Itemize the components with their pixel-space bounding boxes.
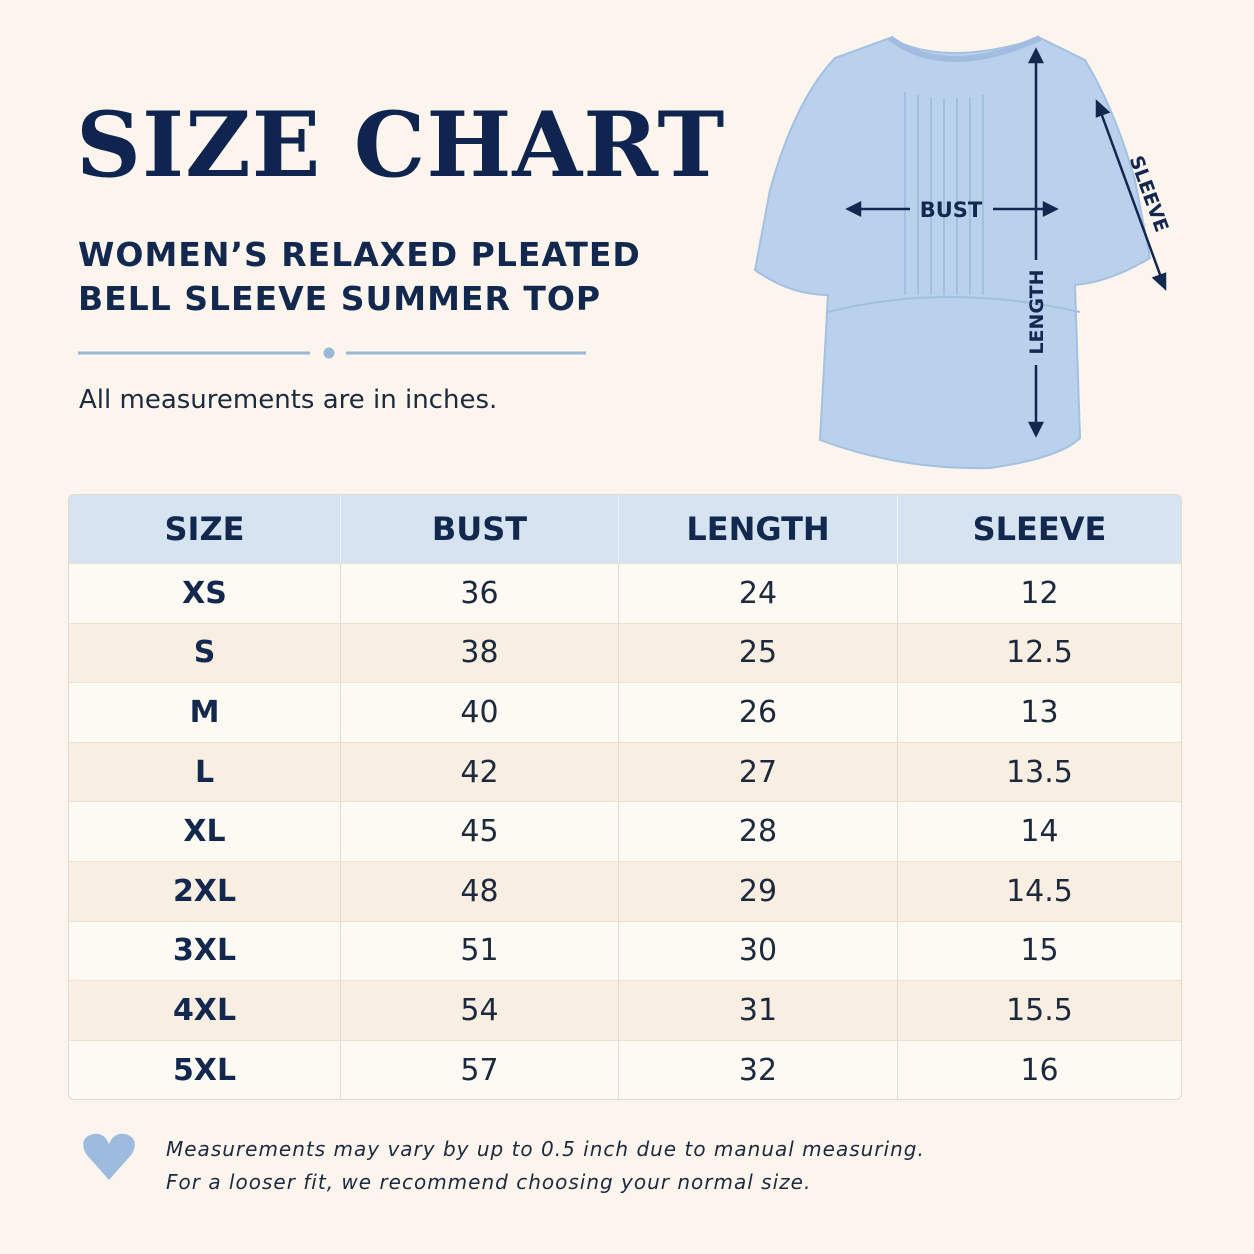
value-cell: 15.5 (898, 980, 1181, 1040)
value-cell: 12.5 (898, 622, 1181, 683)
value-cell: 31 (619, 980, 898, 1040)
value-cell: 13 (898, 682, 1181, 742)
size-cell: XS (69, 563, 341, 623)
table-row: 3XL 51 30 15 (69, 920, 1181, 981)
value-cell: 36 (341, 563, 619, 623)
column-header: LENGTH (619, 495, 898, 563)
value-cell: 15 (898, 920, 1181, 981)
bust-label: BUST (920, 198, 983, 222)
value-cell: 54 (341, 980, 619, 1040)
column-header: SLEEVE (898, 495, 1181, 563)
table-row: 2XL 48 29 14.5 (69, 860, 1181, 921)
subtitle-line: WOMEN’S RELAXED PLEATED (78, 235, 641, 274)
heart-icon (83, 1133, 135, 1180)
subtitle-line: BELL SLEEVE SUMMER TOP (78, 279, 602, 318)
table-row: L 42 27 13.5 (69, 741, 1181, 802)
value-cell: 14.5 (898, 860, 1181, 921)
size-cell: S (69, 622, 341, 683)
value-cell: 51 (341, 920, 619, 981)
shirt-diagram: BUST LENGTH SLEEVE (753, 35, 1173, 470)
value-cell: 12 (898, 563, 1181, 623)
table-row: M 40 26 13 (69, 682, 1181, 742)
size-table: SIZE BUST LENGTH SLEEVE XS 36 24 12 S 38 25 12.5 M 40… (68, 494, 1182, 1101)
value-cell: 16 (898, 1039, 1181, 1100)
size-cell: 4XL (69, 980, 341, 1040)
value-cell: 14 (898, 801, 1181, 861)
size-cell: M (69, 682, 341, 742)
table-row: 4XL 54 31 15.5 (69, 980, 1181, 1040)
value-cell: 26 (619, 682, 898, 742)
size-cell: 2XL (69, 860, 341, 921)
table-row: XL 45 28 14 (69, 801, 1181, 861)
shirt (753, 36, 1152, 470)
size-cell: XL (69, 801, 341, 861)
length-label: LENGTH (1026, 269, 1048, 354)
table-row: S 38 25 12.5 (69, 622, 1181, 683)
value-cell: 48 (341, 860, 619, 921)
value-cell: 27 (619, 741, 898, 802)
footer-line: Measurements may vary by up to 0.5 inch … (166, 1137, 925, 1161)
title: SIZE CHART (76, 92, 726, 198)
value-cell: 32 (619, 1039, 898, 1100)
value-cell: 57 (341, 1039, 619, 1100)
value-cell: 25 (619, 622, 898, 683)
table-row: 5XL 57 32 16 (69, 1039, 1181, 1100)
value-cell: 28 (619, 801, 898, 861)
value-cell: 40 (341, 682, 619, 742)
value-cell: 45 (341, 801, 619, 861)
value-cell: 42 (341, 741, 619, 802)
value-cell: 29 (619, 860, 898, 921)
column-header: BUST (341, 495, 619, 563)
value-cell: 30 (619, 920, 898, 981)
table-row: XS 36 24 12 (69, 563, 1181, 623)
size-cell: 3XL (69, 920, 341, 981)
header-row: SIZE BUST LENGTH SLEEVE (69, 495, 1181, 563)
value-cell: 38 (341, 622, 619, 683)
size-cell: L (69, 741, 341, 802)
note: All measurements are in inches. (79, 385, 498, 415)
column-header: SIZE (69, 495, 341, 563)
divider (78, 347, 586, 359)
value-cell: 24 (619, 563, 898, 623)
footer-line: For a looser fit, we recommend choosing … (166, 1170, 812, 1194)
value-cell: 13.5 (898, 741, 1181, 802)
size-cell: 5XL (69, 1039, 341, 1100)
